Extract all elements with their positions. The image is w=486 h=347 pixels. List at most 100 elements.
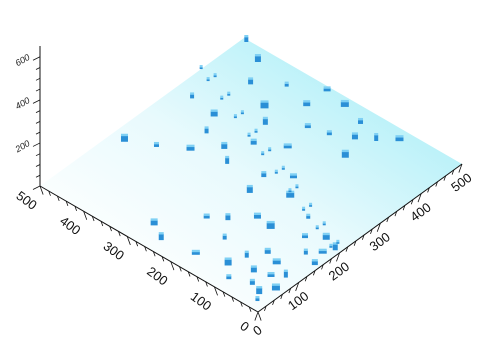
data-point-top xyxy=(341,149,349,153)
data-point-top xyxy=(395,135,404,138)
data-point-side xyxy=(260,102,269,109)
data-point xyxy=(303,248,308,255)
x-minor-tick xyxy=(329,258,332,264)
data-point-top xyxy=(271,283,280,286)
data-point-top xyxy=(256,286,263,289)
x-minor-tick xyxy=(443,175,447,181)
data-point xyxy=(281,165,285,170)
y-major-tick xyxy=(83,211,88,220)
z-tick xyxy=(32,142,41,147)
data-point-side xyxy=(309,204,313,207)
data-point xyxy=(158,232,164,241)
data-point xyxy=(210,109,218,117)
data-point-side xyxy=(283,271,288,278)
data-point-side xyxy=(332,244,338,251)
data-point-side xyxy=(247,134,251,137)
data-point xyxy=(332,242,338,251)
data-point xyxy=(244,250,249,258)
x-minor-tick xyxy=(280,294,283,300)
data-point-side xyxy=(315,227,319,230)
data-point-side xyxy=(306,215,311,219)
y-minor-tick xyxy=(118,231,121,237)
data-point-side xyxy=(318,250,327,254)
z-tick xyxy=(32,185,41,190)
data-point-top xyxy=(250,138,257,142)
y-tick-label: 400 xyxy=(57,213,83,238)
data-point-top xyxy=(306,213,311,217)
data-point-side xyxy=(302,235,308,239)
y-major-tick xyxy=(126,236,131,246)
data-point-top xyxy=(260,100,269,103)
data-point-side xyxy=(213,75,217,78)
data-point-top xyxy=(199,65,203,68)
data-point-top xyxy=(322,232,330,236)
data-point xyxy=(261,151,265,156)
data-point-top xyxy=(190,92,195,95)
data-point xyxy=(374,133,379,141)
data-point-top xyxy=(283,143,292,146)
data-point xyxy=(244,35,249,42)
data-point-top xyxy=(309,202,313,206)
data-point-top xyxy=(255,296,260,299)
data-point-top xyxy=(288,188,292,191)
data-point-top xyxy=(227,91,231,95)
data-point-side xyxy=(311,261,318,266)
x-minor-tick xyxy=(312,270,316,276)
data-point xyxy=(203,213,210,219)
data-points xyxy=(120,35,404,302)
data-point xyxy=(247,132,251,137)
data-point xyxy=(186,144,195,151)
y-minor-tick xyxy=(187,271,191,277)
data-point-top xyxy=(158,232,164,235)
data-point xyxy=(191,249,200,255)
x-minor-tick xyxy=(394,211,398,217)
data-point xyxy=(153,141,159,147)
data-point-side xyxy=(289,175,297,179)
y-major-tick xyxy=(257,311,262,321)
data-point xyxy=(226,274,232,280)
data-point-side xyxy=(244,37,249,42)
data-point-top xyxy=(340,99,349,103)
x-minor-tick xyxy=(410,199,414,205)
x-major-tick xyxy=(417,193,422,203)
data-point-side xyxy=(222,235,227,240)
data-point-side xyxy=(274,171,278,174)
z-tick-label: 600 xyxy=(13,52,31,68)
data-point-top xyxy=(186,144,195,148)
data-point xyxy=(268,147,272,152)
data-point-side xyxy=(303,250,308,255)
data-point-top xyxy=(222,233,227,236)
data-point-side xyxy=(323,88,331,92)
x-major-tick xyxy=(336,252,340,262)
data-point xyxy=(323,86,331,92)
y-major-tick xyxy=(39,185,44,195)
data-point-top xyxy=(220,95,224,98)
x-minor-tick xyxy=(402,205,406,211)
data-point-side xyxy=(150,220,158,226)
x-major-tick xyxy=(254,311,259,321)
data-point-top xyxy=(240,110,244,113)
x-minor-tick xyxy=(264,305,267,311)
x-minor-tick xyxy=(435,181,438,187)
data-point-side xyxy=(191,251,200,255)
data-point xyxy=(249,278,255,285)
data-point-top xyxy=(332,242,338,245)
data-point-top xyxy=(224,257,232,260)
data-point xyxy=(336,239,340,244)
data-point-top xyxy=(249,278,255,282)
data-point-side xyxy=(158,234,164,241)
data-point-top xyxy=(213,73,217,76)
data-point-top xyxy=(248,77,254,80)
data-point-top xyxy=(203,213,210,216)
x-major-tick xyxy=(458,163,463,173)
y-minor-tick xyxy=(74,206,78,212)
y-minor-tick xyxy=(91,216,95,222)
data-point-side xyxy=(261,153,265,156)
data-point xyxy=(262,116,268,125)
data-point-side xyxy=(153,143,159,147)
data-point-top xyxy=(272,258,281,261)
data-point-side xyxy=(249,280,255,285)
data-point-side xyxy=(210,111,218,117)
data-point xyxy=(250,138,257,145)
